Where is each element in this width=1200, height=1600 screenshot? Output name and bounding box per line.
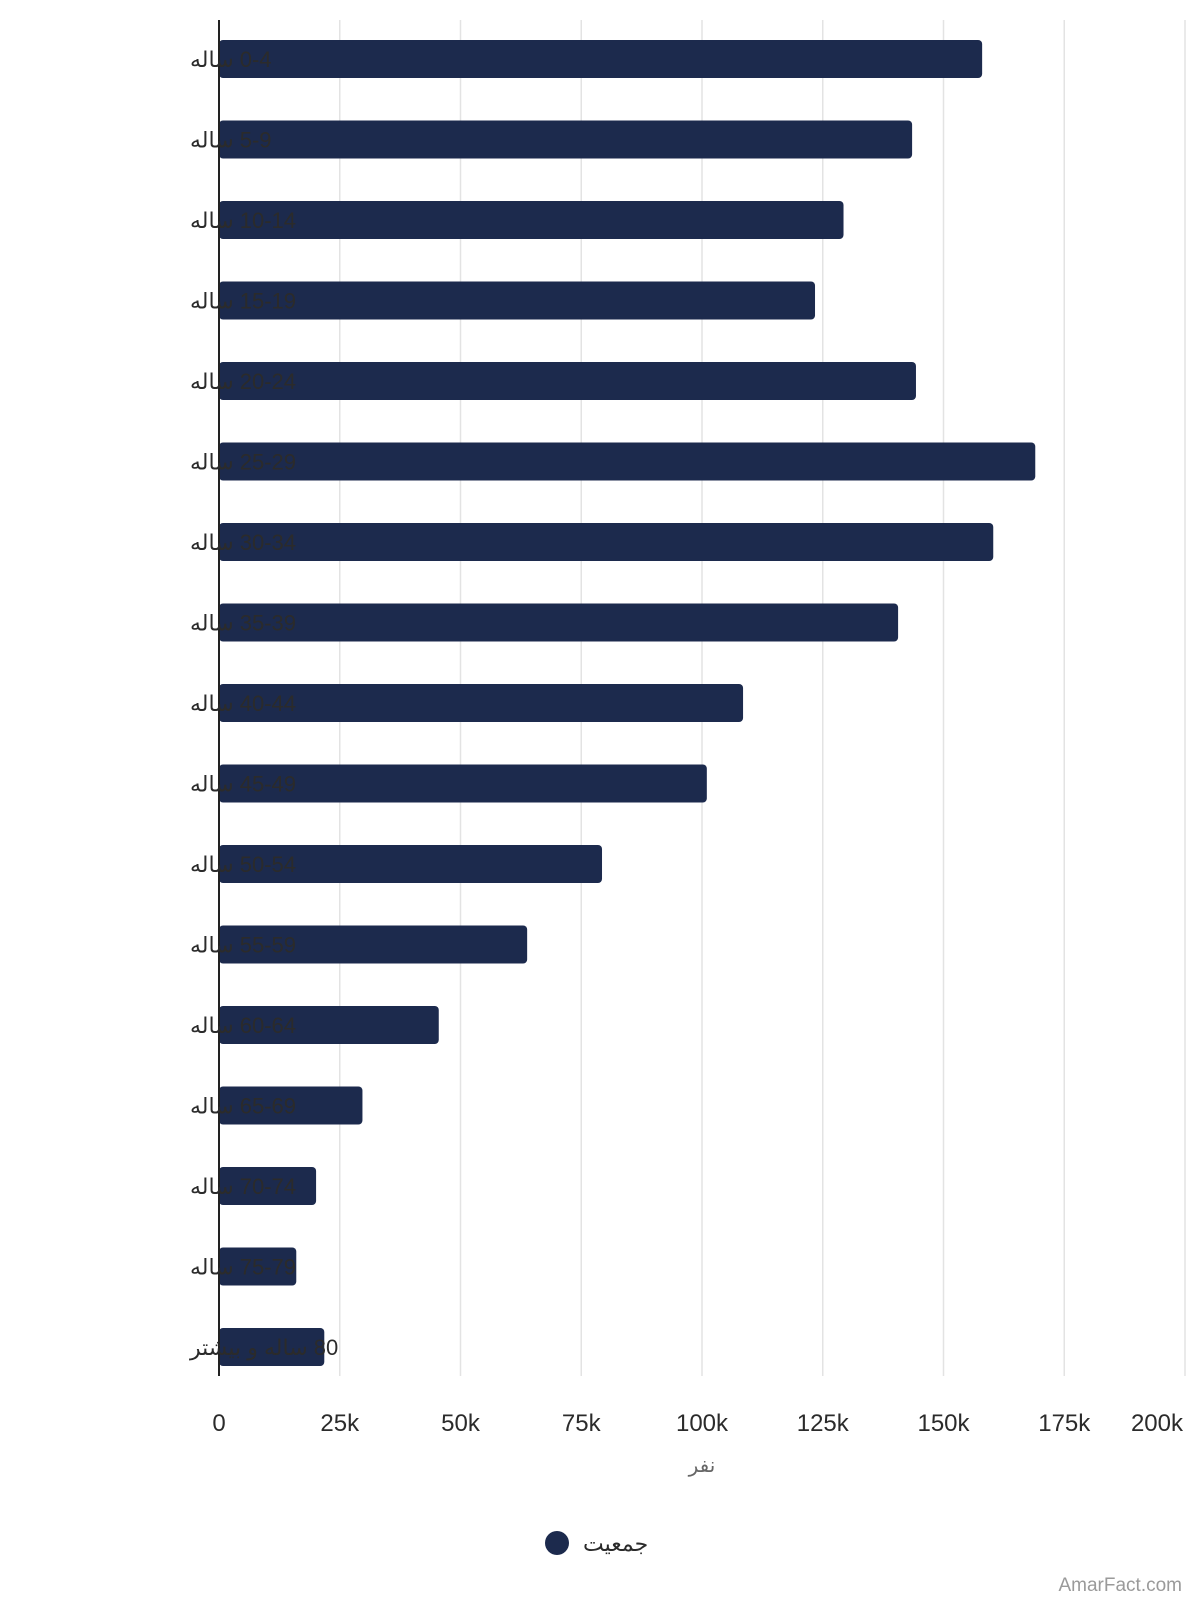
bar [219, 603, 899, 642]
category-label: 45-49 ساله [190, 772, 296, 797]
x-axis-title: نفر [688, 1455, 716, 1477]
category-label: 55-59 ساله [190, 933, 296, 958]
legend: جمعیت [545, 1531, 648, 1556]
bar [219, 281, 816, 320]
x-tick-label: 100k [676, 1410, 729, 1437]
bar [219, 925, 528, 964]
category-label: 50-54 ساله [190, 852, 296, 877]
category-label: 80 ساله و بیشتر [189, 1335, 338, 1360]
legend-label: جمعیت [583, 1531, 648, 1556]
bar [219, 1086, 363, 1125]
bar [219, 442, 1036, 481]
category-label: 40-44 ساله [190, 691, 296, 716]
category-label: 35-39 ساله [190, 611, 296, 636]
category-label: 70-74 ساله [190, 1174, 296, 1199]
bar [219, 1006, 439, 1044]
x-tick-label: 200k [1131, 1410, 1184, 1437]
category-label: 15-19 ساله [190, 289, 296, 314]
watermark: AmarFact.com [1058, 1575, 1182, 1596]
bar [219, 1167, 317, 1205]
x-tick-label: 25k [320, 1410, 360, 1437]
category-label: 75-79 ساله [190, 1255, 296, 1280]
bar [219, 845, 603, 883]
bar [219, 1328, 325, 1366]
category-label: 5-9 ساله [190, 128, 272, 153]
bar [219, 523, 994, 561]
bar [219, 362, 916, 400]
bars [219, 40, 1036, 1366]
category-label: 20-24 ساله [190, 369, 296, 394]
bar [219, 120, 913, 159]
legend-swatch [545, 1531, 569, 1555]
category-labels: 0-4 ساله 5-9 ساله 10-14 ساله 15-19 ساله 20-2… [189, 47, 338, 1360]
bar [219, 1247, 297, 1286]
bar [219, 201, 844, 239]
category-label: 60-64 ساله [190, 1013, 296, 1038]
category-label: 10-14 ساله [190, 208, 296, 233]
x-tick-label: 75k [562, 1410, 602, 1437]
x-tick-label: 175k [1038, 1410, 1091, 1437]
x-tick-label: 50k [441, 1410, 481, 1437]
bar [219, 40, 983, 78]
bar [219, 764, 707, 803]
x-tick-label: 125k [797, 1410, 850, 1437]
category-label: 0-4 ساله [190, 47, 272, 72]
x-tick-label: 150k [917, 1410, 970, 1437]
category-label: 25-29 ساله [190, 450, 296, 475]
x-tick-labels: 0 25k 50k 75k 100k 125k 150k 175k 200k [212, 1410, 1184, 1437]
category-label: 30-34 ساله [190, 530, 296, 555]
bar [219, 684, 744, 722]
category-label: 65-69 ساله [190, 1094, 296, 1119]
x-tick-label: 0 [212, 1410, 225, 1437]
